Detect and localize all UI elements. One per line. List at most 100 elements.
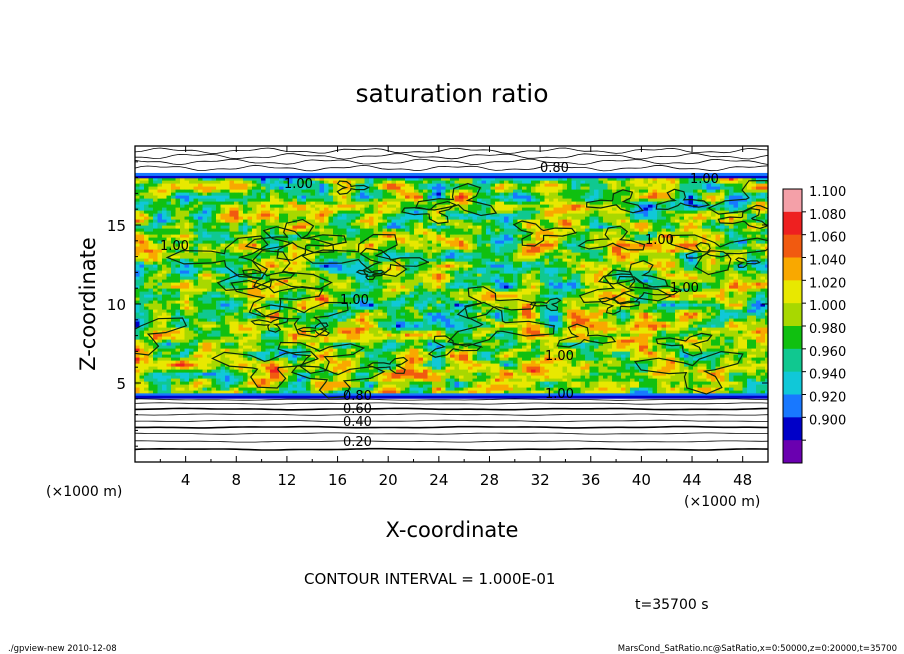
field-cell [729, 273, 734, 277]
field-cell [765, 213, 768, 217]
field-cell [243, 204, 248, 208]
field-cell [481, 237, 487, 241]
field-cell [391, 213, 397, 217]
field-cell [324, 237, 329, 241]
field-cell [382, 186, 388, 190]
field-cell [220, 186, 226, 190]
field-cell [139, 180, 145, 184]
field-cell [481, 183, 487, 187]
field-cell [472, 189, 478, 193]
field-cell [207, 240, 212, 244]
field-cell [621, 237, 626, 241]
field-cell [643, 228, 649, 232]
field-cell [409, 225, 415, 229]
field-cell [180, 192, 185, 196]
field-cell [616, 228, 622, 232]
field-cell [144, 195, 149, 199]
field-cell [135, 225, 140, 229]
field-cell [234, 231, 239, 235]
field-cell [450, 210, 455, 214]
field-cell [652, 261, 658, 265]
field-cell [409, 198, 415, 202]
field-cell [162, 273, 167, 277]
field-cell [634, 237, 640, 241]
field-cell [643, 204, 649, 208]
field-cell [441, 240, 446, 244]
field-cell [459, 216, 464, 220]
field-cell [211, 243, 217, 247]
field-cell [459, 204, 464, 208]
field-cell [481, 249, 487, 253]
field-cell [463, 273, 469, 277]
field-cell [351, 225, 356, 229]
field-cell [486, 186, 491, 190]
field-cell [535, 237, 541, 241]
field-cell [171, 219, 176, 223]
field-cell [297, 240, 302, 244]
field-cell [634, 189, 640, 193]
field-cell [585, 249, 590, 253]
field-cell [238, 258, 244, 262]
field-cell [414, 207, 419, 211]
field-cell [544, 273, 550, 277]
field-cell [369, 228, 374, 232]
field-cell [391, 249, 397, 253]
field-cell [526, 219, 532, 223]
field-cell [189, 225, 194, 229]
field-cell [405, 234, 410, 238]
field-cell [432, 210, 437, 214]
field-cell [504, 231, 509, 235]
field-cell [598, 246, 604, 250]
field-cell [756, 204, 761, 208]
field-cell [751, 183, 757, 187]
field-cell [373, 228, 379, 232]
field-cell [225, 273, 230, 277]
field-cell [576, 273, 581, 277]
field-cell [486, 270, 491, 274]
field-cell [711, 264, 716, 268]
field-cell [342, 192, 347, 196]
field-cell [324, 246, 329, 250]
field-cell [166, 261, 172, 265]
field-cell [351, 276, 356, 280]
field-cell [693, 237, 698, 241]
field-cell [531, 249, 536, 253]
field-cell [459, 231, 464, 235]
field-cell [666, 210, 671, 214]
field-cell [373, 213, 379, 217]
field-cell [679, 258, 685, 262]
field-cell [540, 222, 545, 226]
field-cell [720, 183, 725, 187]
field-cell [616, 261, 622, 265]
field-cell [220, 255, 226, 259]
field-cell [234, 228, 239, 232]
field-cell [724, 276, 730, 280]
field-cell [297, 282, 302, 286]
field-cell [265, 198, 271, 202]
field-cell [720, 264, 725, 268]
field-cell [589, 216, 595, 220]
field-cell [171, 198, 176, 202]
field-cell [558, 189, 563, 193]
field-cell [463, 279, 469, 283]
field-cell [288, 198, 293, 202]
field-cell [594, 240, 599, 244]
field-cell [661, 177, 667, 181]
field-cell [283, 261, 289, 265]
field-cell [148, 258, 154, 262]
field-cell [522, 246, 527, 250]
field-cell [477, 180, 482, 184]
field-cell [634, 216, 640, 220]
field-cell [211, 246, 217, 250]
field-cell [211, 192, 217, 196]
field-cell [301, 270, 307, 274]
field-cell [616, 222, 622, 226]
field-cell [238, 225, 244, 229]
field-cell [463, 204, 469, 208]
field-cell [504, 225, 509, 229]
field-cell [549, 180, 554, 184]
field-cell [391, 186, 397, 190]
field-cell [576, 192, 581, 196]
field-cell [670, 273, 676, 277]
field-cell [378, 264, 383, 268]
